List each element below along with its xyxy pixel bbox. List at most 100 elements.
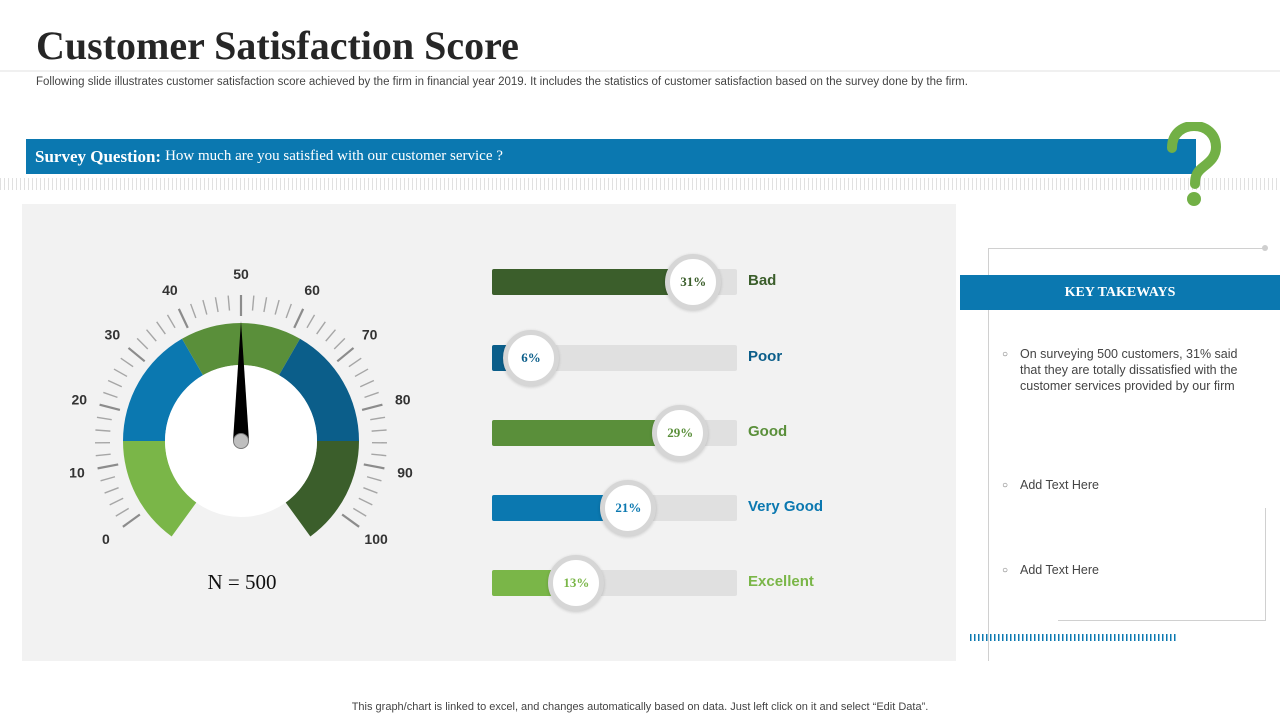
- survey-question-text: How much are you satisfied with our cust…: [165, 148, 503, 164]
- question-mark-icon: [1167, 122, 1222, 206]
- gauge-tick: [136, 337, 149, 350]
- gauge-band: [285, 441, 359, 537]
- gauge-tick: [227, 295, 231, 311]
- gauge-tick: [99, 403, 121, 411]
- gauge-tick-label: 40: [162, 282, 178, 298]
- bar-value-label: 29%: [652, 405, 709, 461]
- bar-row: 31% Bad: [492, 251, 912, 311]
- gauge-needle: [233, 321, 249, 441]
- bar-category-label: Good: [748, 423, 788, 440]
- survey-question-label: Survey Question:: [35, 146, 162, 166]
- gauge-tick-label: 20: [71, 391, 87, 407]
- page-title: Customer Satisfaction Score: [36, 23, 519, 68]
- gauge-tick: [341, 513, 360, 528]
- page-subtitle: Following slide illustrates customer sat…: [36, 76, 968, 88]
- gauge-tick: [113, 368, 128, 378]
- gauge-tick: [285, 303, 292, 319]
- takeaway-item: ○ Add Text Here: [1002, 562, 1242, 579]
- chart-panel: 0 10 20 30 40 50 60 70 80 90 100 N = 500 31% Bad 6% P…: [22, 204, 956, 661]
- gauge-tick: [122, 513, 141, 528]
- dotted-divider: [0, 178, 1280, 190]
- gauge-tick-label: 70: [362, 327, 378, 343]
- survey-question-bar: Survey Question: How much are you satisf…: [26, 139, 1196, 174]
- gauge-tick: [352, 507, 367, 517]
- gauge-tick: [95, 453, 111, 457]
- bar-track: [492, 570, 737, 596]
- gauge-tick-label: 100: [364, 531, 388, 547]
- gauge-tick-label: 50: [233, 266, 249, 282]
- gauge-tick: [103, 391, 118, 399]
- gauge-tick: [202, 299, 208, 315]
- gauge-tick: [293, 308, 305, 329]
- gauge-tick: [274, 299, 280, 315]
- gauge-tick-label: 30: [105, 327, 121, 343]
- frame-dot: [1262, 245, 1268, 251]
- takeaways-frame: [988, 248, 1266, 621]
- gauge-tick: [115, 507, 130, 517]
- gauge-tick: [177, 308, 189, 329]
- footnote: This graph/chart is linked to excel, and…: [351, 701, 929, 713]
- bar-row: 29% Good: [492, 402, 912, 462]
- gauge-tick: [371, 429, 387, 432]
- gauge-tick: [214, 297, 219, 313]
- gauge-tick: [325, 329, 337, 342]
- frame-line: [988, 621, 989, 661]
- gauge-sample-size: N = 500: [207, 570, 277, 594]
- gauge-tick: [145, 329, 157, 342]
- gauge-tick-label: 80: [395, 391, 411, 407]
- gauge-tick: [348, 357, 362, 368]
- gauge-band: [279, 338, 359, 441]
- title-divider: [0, 70, 1280, 72]
- gauge-tick: [104, 487, 119, 494]
- gauge-tick-label: 10: [69, 464, 85, 480]
- takeaway-text: Add Text Here: [1020, 563, 1099, 577]
- takeaway-item: ○ On surveying 500 customers, 31% said t…: [1002, 346, 1242, 394]
- gauge-tick: [359, 379, 375, 388]
- takeaways-frame-corner: [1058, 508, 1266, 621]
- gauge-tick: [166, 314, 176, 329]
- gauge-tick: [316, 321, 326, 335]
- gauge-tick: [336, 347, 355, 363]
- bullet-icon: ○: [1002, 480, 1009, 491]
- bullet-icon: ○: [1002, 565, 1009, 576]
- satisfaction-gauge: 0 10 20 30 40 50 60 70 80 90 100: [69, 266, 413, 547]
- bullet-icon: ○: [1002, 349, 1009, 360]
- gauge-tick: [107, 379, 123, 388]
- bar-value-label: 21%: [600, 480, 657, 536]
- gauge-tick: [363, 487, 378, 494]
- bar-value-label: 6%: [502, 330, 559, 386]
- bar-row: 6% Poor: [492, 327, 912, 387]
- bar: [492, 269, 694, 295]
- gauge-tick: [96, 416, 112, 421]
- gauge-tick: [120, 357, 134, 368]
- gauge-tick-label: 60: [304, 282, 320, 298]
- bar: [492, 420, 681, 446]
- takeaway-item: ○ Add Text Here: [1002, 477, 1242, 494]
- gauge-tick: [364, 391, 379, 399]
- bar-row: 13% Excellent: [492, 552, 912, 612]
- gauge-tick: [263, 297, 268, 313]
- gauge-tick: [100, 476, 116, 482]
- gauge-tick: [358, 497, 373, 506]
- gauge-tick: [371, 453, 387, 457]
- gauge-band: [123, 441, 197, 537]
- decorative-ticks: [970, 634, 1178, 641]
- gauge-tick: [361, 403, 383, 411]
- gauge-tick: [370, 416, 386, 421]
- gauge-tick: [156, 321, 166, 335]
- gauge-hub: [233, 433, 249, 449]
- gauge-tick: [333, 337, 346, 350]
- gauge-tick: [363, 463, 385, 470]
- takeaway-text: On surveying 500 customers, 31% said tha…: [1020, 347, 1238, 393]
- bar-value-label: 13%: [548, 555, 605, 611]
- takeaway-text: Add Text Here: [1020, 478, 1099, 492]
- bar-row: 21% Very Good: [492, 477, 912, 537]
- gauge-tick-label: 0: [102, 531, 110, 547]
- bar-category-label: Very Good: [748, 498, 824, 515]
- gauge-tick: [97, 463, 119, 470]
- gauge-tick: [354, 368, 369, 378]
- gauge-tick: [95, 429, 111, 432]
- gauge-tick: [109, 497, 124, 506]
- gauge-tick-label: 90: [397, 464, 413, 480]
- bar-category-label: Excellent: [748, 573, 814, 590]
